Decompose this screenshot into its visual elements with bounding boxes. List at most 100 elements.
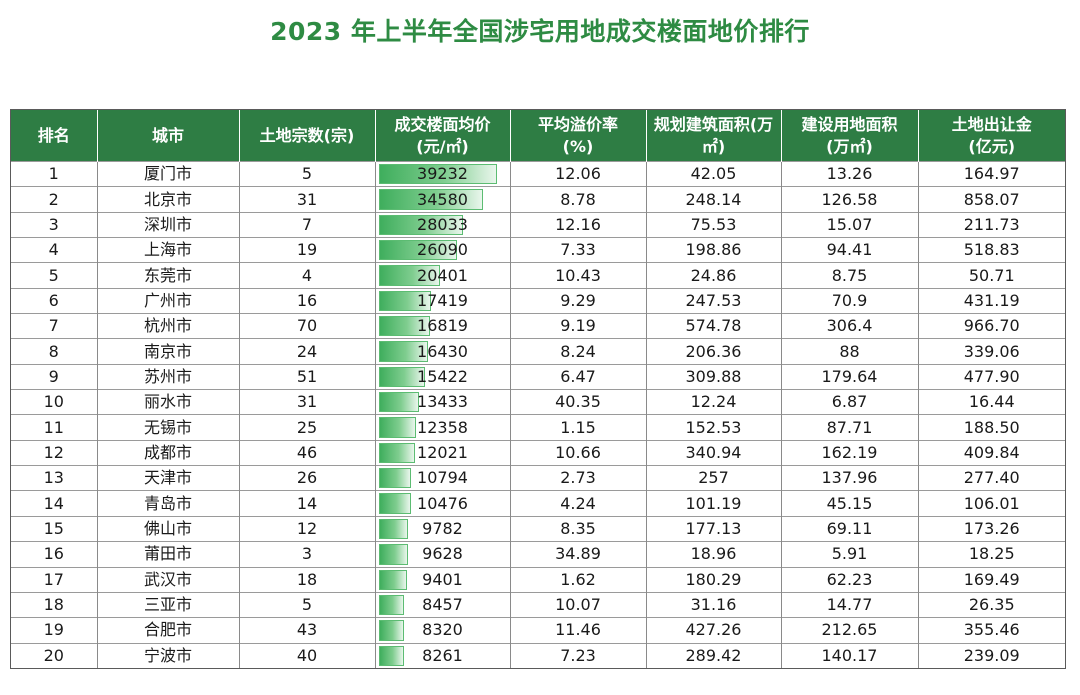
price-cell: 16819: [374, 313, 510, 339]
price-data-bar: [378, 341, 428, 362]
price-cell: 28033: [374, 211, 510, 238]
premium-cell: 1.62: [509, 566, 646, 593]
premium-cell: 1.15: [509, 414, 646, 441]
city-cell: 东莞市: [96, 262, 239, 289]
count-cell: 18: [238, 566, 375, 593]
price-data-bar: [378, 468, 411, 489]
premium-cell: 8.78: [509, 186, 646, 213]
price-data-bar: [378, 290, 431, 312]
city-cell: 青岛市: [96, 490, 239, 517]
count-cell: 19: [238, 237, 375, 263]
column-header-line2: (亿元): [968, 136, 1016, 156]
price-value: 12358: [417, 417, 468, 437]
city-cell: 成都市: [96, 439, 239, 466]
build-area-cell: 31.16: [645, 591, 781, 618]
price-data-bar: [378, 518, 408, 540]
revenue-cell: 277.40: [917, 465, 1065, 491]
city-cell: 三亚市: [96, 591, 239, 618]
price-data-bar: [378, 493, 411, 514]
build-area-cell: 101.19: [645, 490, 781, 517]
premium-cell: 10.43: [509, 262, 646, 289]
rank-cell: 11: [11, 414, 97, 441]
column-header-line2: ㎡): [701, 136, 726, 156]
price-data-bar: [378, 366, 425, 388]
price-value: 20401: [417, 265, 468, 285]
price-data-bar: [378, 569, 407, 590]
price-cell: 8457: [374, 591, 510, 618]
land-area-cell: 15.07: [780, 211, 918, 238]
table-row: 17 武汉市 18 9401 1.62 180.29 62.23 169.49: [11, 566, 1065, 593]
land-area-cell: 69.11: [780, 515, 918, 542]
rank-cell: 8: [11, 338, 97, 365]
table-row: 15 佛山市 12 9782 8.35 177.13 69.11 173.26: [11, 515, 1065, 542]
rank-cell: 14: [11, 490, 97, 517]
city-cell: 厦门市: [96, 160, 239, 187]
price-data-bar: [378, 265, 440, 286]
build-area-cell: 289.42: [645, 642, 781, 668]
price-cell: 9782: [374, 515, 510, 542]
table-row: 2 北京市 31 34580 8.78 248.14 126.58 858.07: [11, 186, 1065, 213]
city-cell: 宁波市: [96, 642, 239, 668]
table-row: 12 成都市 46 12021 10.66 340.94 162.19 409.84: [11, 439, 1065, 466]
premium-cell: 8.35: [509, 515, 646, 542]
build-area-cell: 427.26: [645, 617, 781, 644]
table-row: 16 莆田市 3 9628 34.89 18.96 5.91 18.25: [11, 541, 1065, 567]
premium-cell: 40.35: [509, 389, 646, 415]
price-data-bar: [378, 240, 457, 261]
table-row: 10 丽水市 31 13433 40.35 12.24 6.87 16.44: [11, 389, 1065, 415]
land-area-cell: 5.91: [780, 541, 918, 567]
land-area-cell: 70.9: [780, 287, 918, 314]
count-cell: 51: [238, 363, 375, 390]
price-value: 10794: [417, 468, 468, 488]
revenue-cell: 18.25: [917, 541, 1065, 567]
price-value: 13433: [417, 392, 468, 412]
build-area-cell: 24.86: [645, 262, 781, 289]
count-cell: 12: [238, 515, 375, 542]
build-area-cell: 18.96: [645, 541, 781, 567]
count-cell: 26: [238, 465, 375, 491]
table-row: 13 天津市 26 10794 2.73 257 137.96 277.40: [11, 465, 1065, 491]
city-cell: 苏州市: [96, 363, 239, 390]
revenue-cell: 966.70: [917, 313, 1065, 339]
city-cell: 上海市: [96, 237, 239, 263]
build-area-cell: 75.53: [645, 211, 781, 238]
price-cell: 13433: [374, 389, 510, 415]
column-header-line1: 平均溢价率: [537, 114, 618, 134]
price-cell: 9401: [374, 566, 510, 593]
build-area-cell: 42.05: [645, 160, 781, 187]
revenue-cell: 858.07: [917, 186, 1065, 213]
build-area-cell: 180.29: [645, 566, 781, 593]
price-value: 8320: [422, 620, 463, 640]
rank-cell: 13: [11, 465, 97, 491]
revenue-cell: 339.06: [917, 338, 1065, 365]
build-area-cell: 206.36: [645, 338, 781, 365]
premium-cell: 2.73: [509, 465, 646, 491]
price-value: 9782: [422, 518, 463, 538]
city-cell: 合肥市: [96, 617, 239, 644]
premium-cell: 12.06: [509, 160, 646, 187]
count-cell: 14: [238, 490, 375, 517]
land-area-cell: 87.71: [780, 414, 918, 441]
column-header-rank: 排名: [11, 110, 97, 162]
column-header-line1: 排名: [37, 125, 70, 145]
price-data-bar: [378, 189, 483, 210]
rank-cell: 15: [11, 515, 97, 542]
price-value: 12021: [417, 442, 468, 462]
premium-cell: 8.24: [509, 338, 646, 365]
price-value: 16819: [417, 316, 468, 336]
price-cell: 16430: [374, 338, 510, 365]
price-cell: 8320: [374, 617, 510, 644]
rank-cell: 17: [11, 566, 97, 593]
table-header-row: 排名 城市 土地宗数(宗) 成交楼面均价 (元/㎡) 平均溢价率 (%) 规划建筑面积(万 ㎡)…: [11, 110, 1065, 162]
ranking-table: 排名 城市 土地宗数(宗) 成交楼面均价 (元/㎡) 平均溢价率 (%) 规划建筑面积(万 ㎡)…: [10, 109, 1066, 669]
revenue-cell: 164.97: [917, 160, 1065, 187]
price-value: 8261: [422, 645, 463, 665]
revenue-cell: 355.46: [917, 617, 1065, 644]
table-row: 14 青岛市 14 10476 4.24 101.19 45.15 106.01: [11, 490, 1065, 517]
rank-cell: 20: [11, 642, 97, 668]
build-area-cell: 198.86: [645, 237, 781, 263]
land-area-cell: 6.87: [780, 389, 918, 415]
price-cell: 15422: [374, 363, 510, 390]
land-area-cell: 94.41: [780, 237, 918, 263]
price-cell: 10476: [374, 490, 510, 517]
